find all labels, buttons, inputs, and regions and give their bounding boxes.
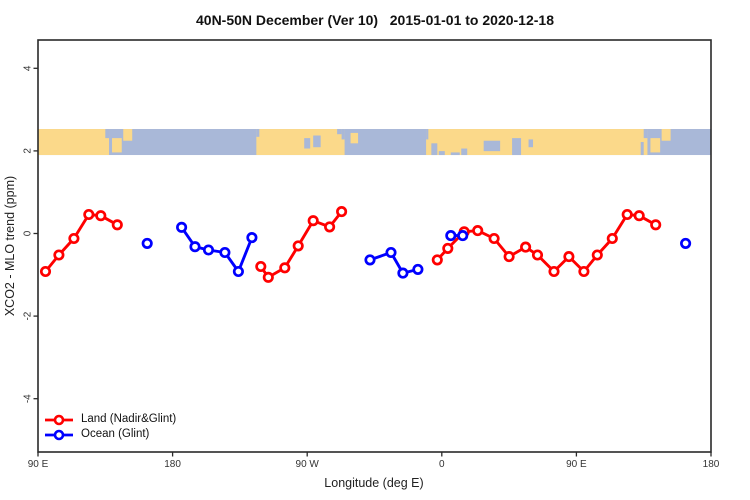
map-land-segment <box>112 138 122 153</box>
map-water-inlet <box>426 129 429 140</box>
map-water-inlet <box>461 148 468 156</box>
land-series-point <box>548 265 560 278</box>
map-land-segment <box>123 129 133 141</box>
map-land-segment <box>256 129 345 156</box>
land-series-point <box>83 208 95 221</box>
y-tick-label: -2 <box>23 311 34 320</box>
ocean-series-point <box>176 221 188 233</box>
x-tick-label: 90 W <box>296 459 320 470</box>
ocean-series-point <box>219 246 231 259</box>
map-water-inlet <box>304 138 311 149</box>
ocean-series-symbol-icon <box>45 429 73 440</box>
land-series-point <box>591 249 603 261</box>
x-tick-label: 90 E <box>28 459 49 470</box>
map-water-inlet <box>256 129 260 137</box>
map-water-inlet <box>337 129 342 135</box>
land-series-line <box>435 213 658 273</box>
data-series-group <box>39 206 692 283</box>
ocean-series-point <box>412 263 424 275</box>
land-series-point <box>633 210 645 222</box>
land-series-point <box>279 262 291 274</box>
axis-ticks: 90 E 180 90 W 0 90 E 180 -4 -2 0 2 4 <box>23 65 720 470</box>
land-series-line <box>44 213 119 273</box>
map-water-inlet <box>643 129 648 139</box>
ocean-series-point <box>457 230 469 242</box>
y-tick-label: 2 <box>23 148 34 154</box>
map-land-segment <box>38 129 110 156</box>
map-water-inlet <box>341 129 345 140</box>
map-water-inlet <box>483 140 501 152</box>
y-tick-label: 4 <box>23 65 34 71</box>
land-series-symbol-icon <box>45 414 73 425</box>
land-series-point <box>563 251 575 263</box>
map-land-segment <box>426 129 648 156</box>
land-series-point <box>520 241 532 253</box>
x-tick-label: 90 E <box>566 459 587 470</box>
land-series-point <box>324 221 336 233</box>
land-series-point <box>262 271 274 283</box>
land-series-point <box>503 251 515 263</box>
y-tick-label: 0 <box>23 230 34 236</box>
chart-title: 40N-50N December (Ver 10) 2015-01-01 to … <box>196 12 554 28</box>
x-tick-label: 180 <box>703 459 720 470</box>
map-water-inlet <box>438 151 445 156</box>
ocean-series-point <box>445 230 457 242</box>
land-series-point <box>531 249 544 261</box>
ocean-series-point <box>189 241 201 253</box>
land-series-point <box>307 215 319 227</box>
legend-item-ocean: Ocean (Glint) <box>44 427 176 442</box>
x-tick-label: 180 <box>164 459 181 470</box>
land-series-point <box>95 210 107 222</box>
ocean-series-point <box>364 254 376 266</box>
x-tick-label: 0 <box>439 459 445 470</box>
map-water-inlet <box>528 139 534 148</box>
y-axis-title: XCO2 - MLO trend (ppm) <box>3 176 17 316</box>
map-water-inlet <box>450 152 460 156</box>
legend: Land (Nadir&Glint) Ocean (Glint) <box>44 412 176 442</box>
map-water-inlet <box>512 138 522 156</box>
land-series-point <box>431 254 443 266</box>
map-water-inlet <box>105 129 110 139</box>
land-series-point <box>442 242 454 254</box>
world-map-strip <box>38 129 711 156</box>
ocean-series-point <box>385 246 397 259</box>
ocean-series-point <box>202 244 215 256</box>
land-series-point <box>53 249 65 261</box>
ocean-series-line <box>368 251 420 275</box>
land-series-point <box>292 240 304 252</box>
ocean-series-point <box>680 237 692 249</box>
land-series-point <box>578 265 590 278</box>
ocean-series-point <box>141 237 153 249</box>
map-land-segment <box>661 129 671 141</box>
legend-label-land: Land (Nadir&Glint) <box>81 413 177 425</box>
legend-label-ocean: Ocean (Glint) <box>81 428 150 440</box>
land-series-point <box>650 219 662 231</box>
land-series-point <box>621 208 633 221</box>
land-series-point <box>606 232 618 245</box>
land-series-point <box>488 232 500 245</box>
land-series-point <box>472 225 484 237</box>
y-tick-label: -4 <box>23 394 34 403</box>
land-series-point <box>255 260 267 273</box>
ocean-series-point <box>397 267 409 279</box>
map-water-inlet <box>431 143 438 156</box>
map-land-segment <box>350 132 359 144</box>
map-water-inlet <box>313 135 321 148</box>
land-series-point <box>336 206 348 218</box>
x-axis-title: Longitude (deg E) <box>324 476 423 490</box>
map-water-inlet <box>640 142 644 156</box>
land-series-point <box>111 219 123 231</box>
map-land-segment <box>650 138 661 153</box>
plot-border <box>37 39 712 453</box>
ocean-series-point <box>246 232 258 244</box>
land-series-point <box>68 232 80 245</box>
land-series-point <box>39 265 52 278</box>
ocean-series-point <box>232 265 244 278</box>
legend-item-land: Land (Nadir&Glint) <box>44 412 176 427</box>
